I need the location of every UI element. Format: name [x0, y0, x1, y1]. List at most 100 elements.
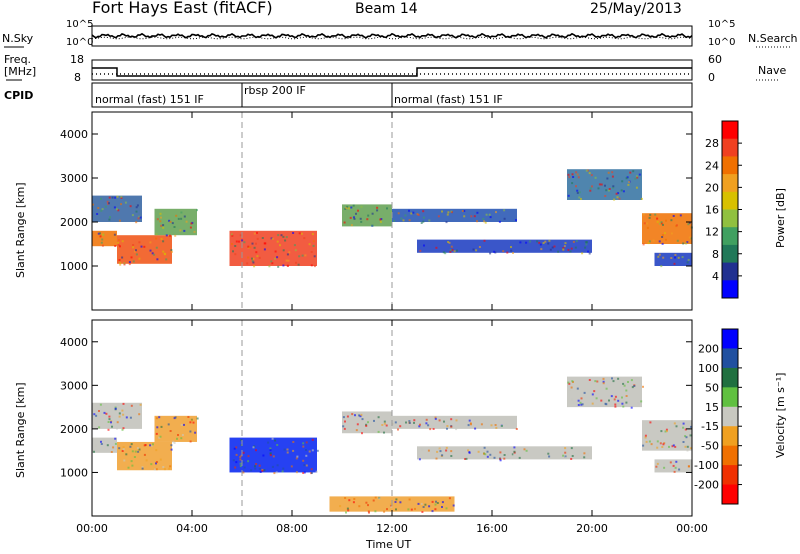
echo-speckle — [274, 250, 277, 253]
echo-speckle — [547, 452, 550, 455]
echo-speckle — [149, 241, 152, 244]
echo-speckle — [121, 240, 124, 243]
echo-speckle — [110, 415, 113, 418]
echo-speckle — [589, 187, 592, 190]
echo-speckle — [311, 438, 314, 441]
echo-speckle — [108, 418, 111, 421]
echo-speckle — [159, 458, 162, 461]
echo-speckle — [623, 384, 626, 387]
data-band — [154, 208, 197, 236]
echo-speckle — [421, 511, 424, 513]
echo-speckle — [270, 260, 273, 263]
echo-speckle — [276, 444, 279, 446]
echo-speckle — [529, 240, 532, 243]
echo-speckle — [656, 440, 659, 443]
echo-speckle — [422, 220, 425, 223]
echo-speckle — [246, 262, 249, 265]
echo-speckle — [282, 467, 285, 470]
echo-speckle — [450, 450, 453, 453]
colorbar-segment — [722, 262, 738, 281]
noise-tick-right-top: 10^5 — [708, 19, 736, 30]
echo-speckle — [240, 439, 243, 442]
echo-speckle — [305, 454, 308, 457]
echo-speckle — [674, 445, 677, 448]
echo-speckle — [357, 209, 359, 212]
echo-speckle — [114, 196, 117, 199]
echo-speckle — [169, 220, 172, 223]
echo-speckle — [540, 248, 543, 251]
echo-speckle — [642, 444, 645, 447]
echo-speckle — [271, 465, 274, 468]
echo-speckle — [661, 234, 664, 237]
ytick-label: 2000 — [60, 423, 88, 436]
echo-speckle — [673, 422, 676, 425]
echo-speckle — [196, 209, 198, 212]
echo-speckle — [613, 398, 616, 401]
echo-speckle — [136, 204, 139, 207]
echo-speckle — [262, 454, 265, 457]
echo-speckle — [254, 465, 256, 468]
echo-speckle — [162, 226, 165, 229]
echo-speckle — [483, 220, 486, 223]
echo-speckle — [305, 449, 307, 451]
colorbar-tick-label: -200 — [694, 479, 719, 492]
echo-speckle — [602, 377, 605, 380]
echo-speckle — [165, 234, 168, 237]
echo-speckle — [156, 218, 159, 221]
echo-speckle — [621, 396, 623, 399]
echo-speckle — [665, 428, 668, 431]
velocity-colorbar-label: Velocity [m s⁻¹] — [774, 372, 787, 458]
ytick-label: 4000 — [60, 336, 88, 349]
echo-speckle — [360, 220, 363, 223]
echo-speckle — [276, 464, 279, 467]
echo-speckle — [138, 448, 141, 451]
echo-speckle — [234, 245, 237, 247]
echo-speckle — [311, 449, 314, 452]
echo-speckle — [295, 261, 297, 264]
echo-speckle — [584, 246, 587, 249]
echo-speckle — [235, 461, 238, 464]
echo-speckle — [121, 256, 124, 259]
echo-speckle — [495, 211, 497, 214]
echo-speckle — [449, 250, 452, 253]
echo-speckle — [118, 259, 121, 261]
echo-speckle — [435, 246, 438, 249]
echo-speckle — [383, 420, 386, 423]
echo-speckle — [170, 249, 173, 252]
echo-speckle — [507, 453, 509, 456]
echo-speckle — [121, 428, 124, 431]
echo-speckle — [647, 242, 650, 245]
echo-speckle — [99, 235, 102, 238]
echo-speckle — [490, 424, 493, 427]
echo-speckle — [98, 410, 100, 412]
echo-speckle — [354, 414, 356, 417]
echo-speckle — [477, 450, 480, 453]
echo-speckle — [568, 382, 571, 385]
echo-speckle — [152, 443, 154, 446]
echo-speckle — [455, 419, 458, 422]
echo-speckle — [158, 416, 161, 419]
echo-speckle — [143, 453, 146, 456]
echo-speckle — [372, 429, 375, 432]
echo-speckle — [474, 427, 477, 430]
echo-speckle — [414, 507, 416, 510]
echo-speckle — [129, 416, 132, 419]
echo-speckle — [383, 422, 386, 425]
echo-speckle — [101, 238, 104, 241]
echo-speckle — [127, 466, 130, 469]
echo-speckle — [448, 497, 451, 500]
echo-speckle — [377, 430, 380, 433]
echo-speckle — [689, 442, 692, 445]
echo-speckle — [110, 451, 113, 453]
echo-speckle — [502, 250, 505, 253]
echo-speckle — [654, 213, 657, 216]
echo-speckle — [423, 244, 425, 247]
echo-speckle — [196, 417, 199, 420]
echo-speckle — [578, 196, 581, 199]
echo-speckle — [143, 245, 146, 248]
echo-speckle — [351, 413, 354, 416]
echo-speckle — [542, 242, 545, 244]
echo-speckle — [600, 183, 603, 186]
echo-speckle — [570, 386, 573, 389]
echo-speckle — [562, 248, 565, 251]
